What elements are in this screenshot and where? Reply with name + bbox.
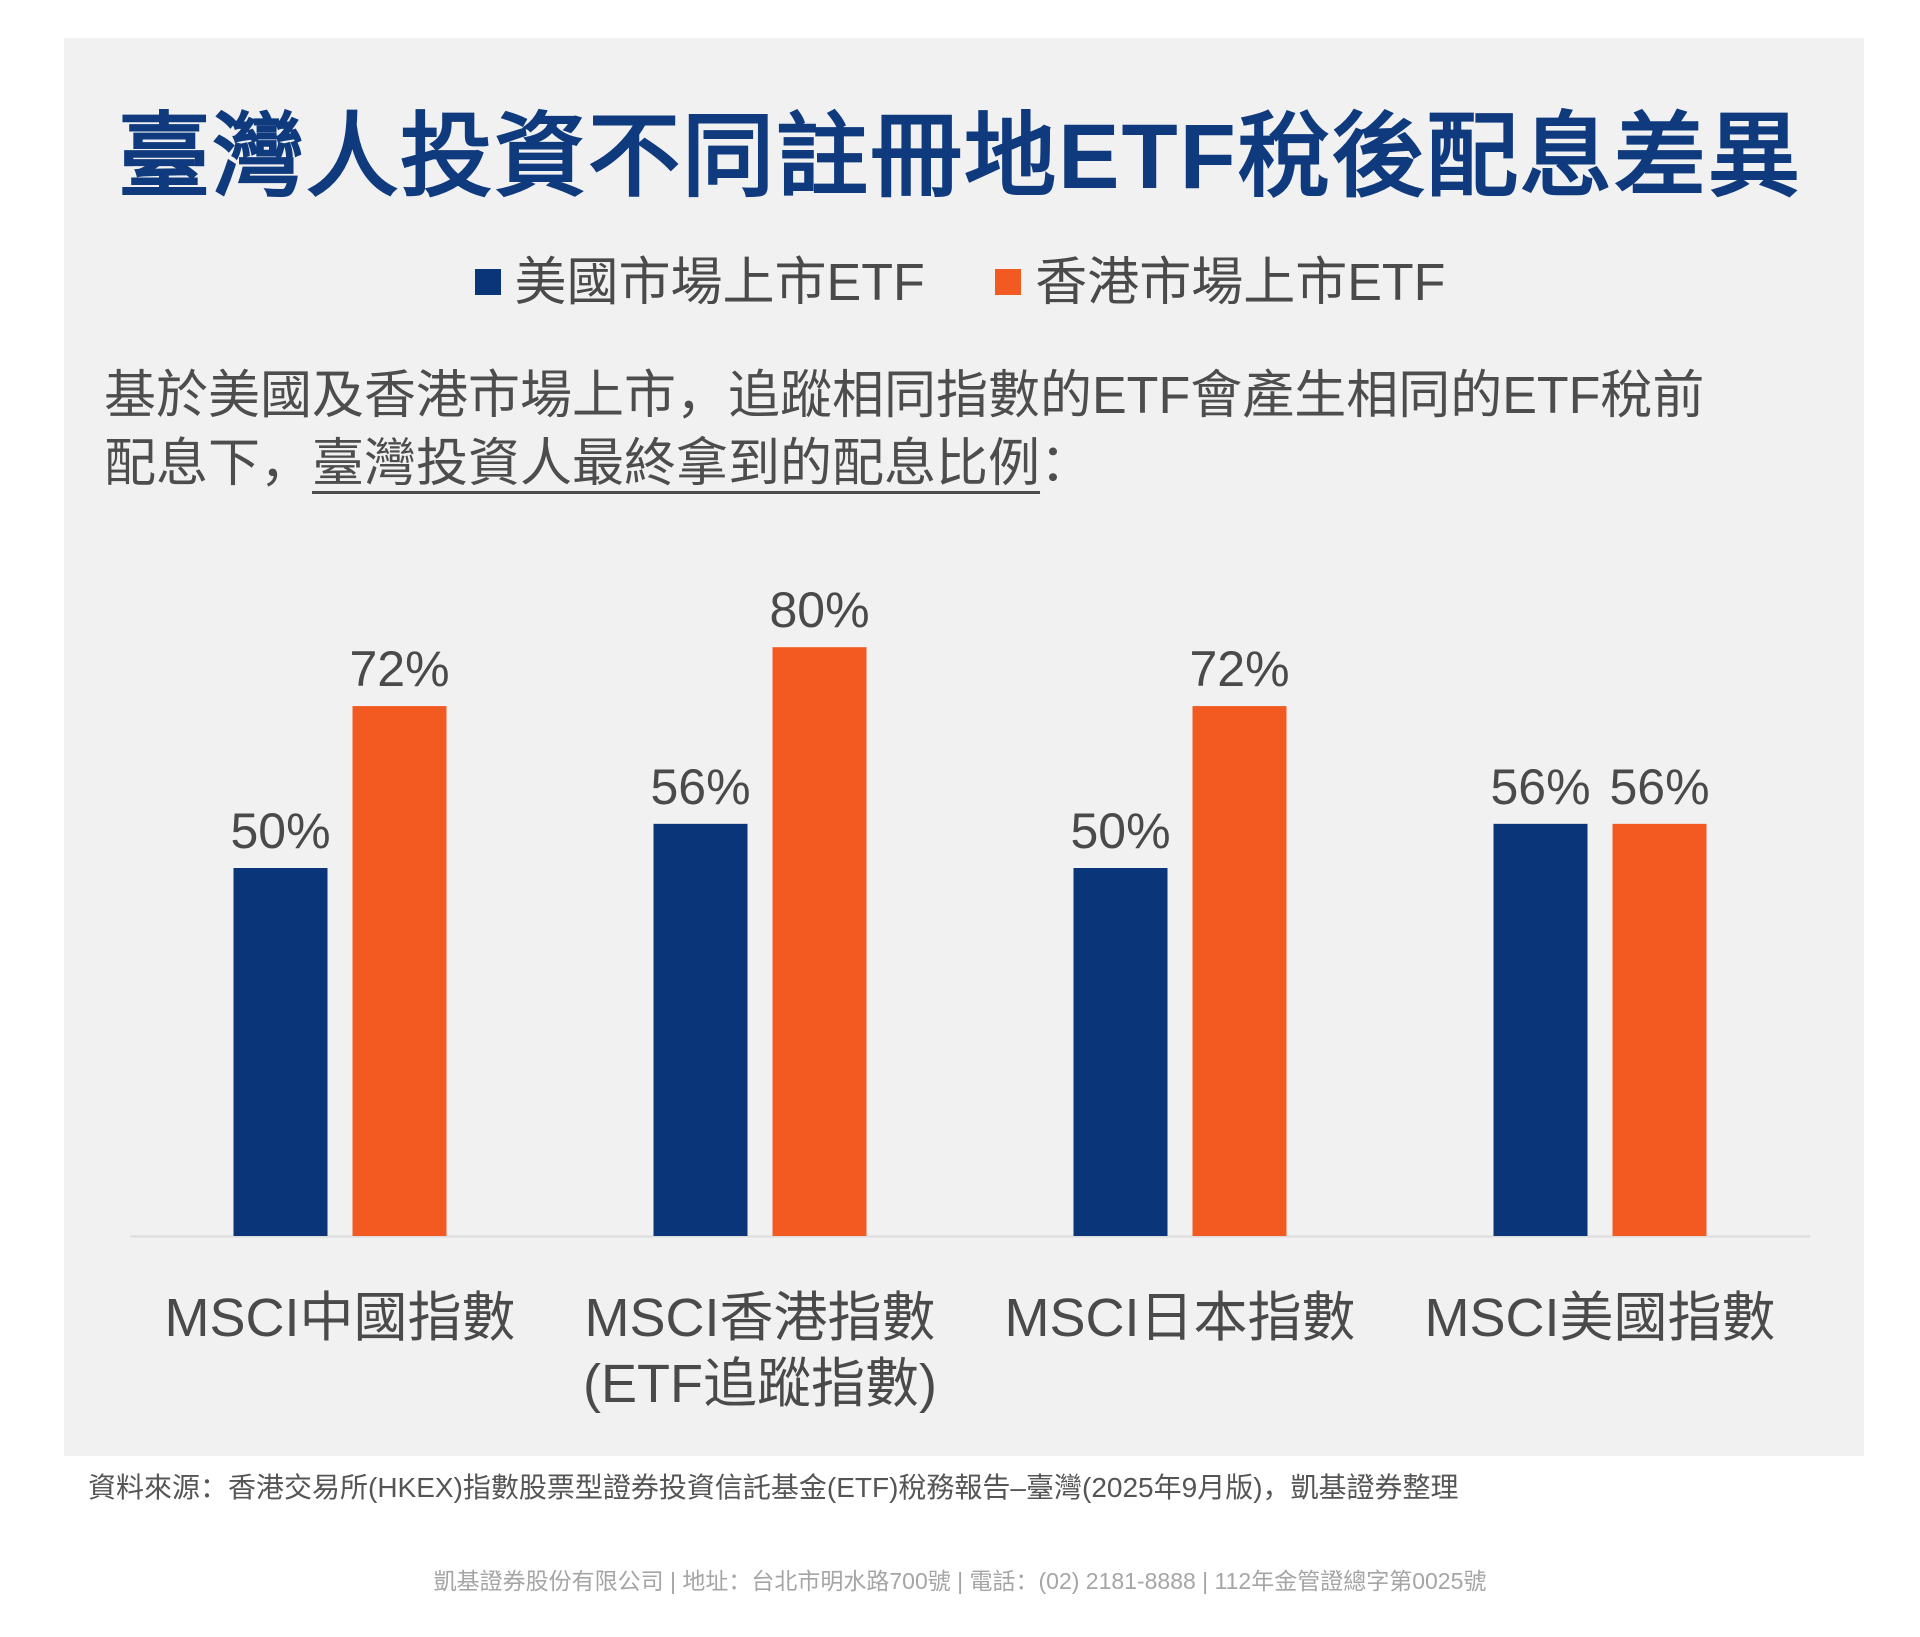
- bar-hk-1: [772, 647, 867, 1236]
- legend-item-us: 美國市場上市ETF: [474, 240, 925, 315]
- description-suffix: ：: [1040, 435, 1093, 493]
- bar-us-3: [1493, 823, 1588, 1236]
- category-label-0: MSCI中國指數: [165, 1288, 516, 1348]
- legend-label-hk: 香港市場上市ETF: [1035, 254, 1446, 312]
- chart-legend: 美國市場上市ETF 香港市場上市ETF: [0, 240, 1920, 315]
- source-note: 資料來源：香港交易所(HKEX)指數股票型證券投資信託基金(ETF)稅務報告–臺…: [88, 1472, 1459, 1503]
- category-label-1-line-2: (ETF追蹤指數): [583, 1354, 937, 1414]
- legend-swatch-hk: [995, 269, 1022, 296]
- legend-item-hk: 香港市場上市ETF: [995, 240, 1445, 315]
- bar-us-1: [653, 823, 748, 1236]
- legend-swatch-us: [474, 269, 501, 296]
- bar-us-2: [1073, 868, 1168, 1236]
- data-label-hk-3: 56%: [1609, 759, 1709, 815]
- bar-us-0: [233, 868, 328, 1236]
- data-label-us-2: 50%: [1070, 803, 1170, 859]
- category-label-2: MSCI日本指數: [1005, 1288, 1356, 1348]
- bar-hk-2: [1192, 706, 1287, 1236]
- bar-hk-0: [352, 706, 447, 1236]
- data-label-us-1: 56%: [650, 759, 750, 815]
- data-label-hk-1: 80%: [769, 582, 869, 638]
- bar-hk-3: [1612, 823, 1707, 1236]
- footer: 凱基證券股份有限公司 | 地址：台北市明水路700號 | 電話：(02) 218…: [433, 1568, 1487, 1594]
- description-prefix: 配息下，: [104, 435, 313, 493]
- chart-description: 基於美國及香港市場上市，追蹤相同指數的ETF會產生相同的ETF稅前 配息下，臺灣…: [104, 362, 1824, 498]
- data-label-us-0: 50%: [230, 803, 330, 859]
- data-label-hk-2: 72%: [1189, 641, 1289, 697]
- legend-label-us: 美國市場上市ETF: [514, 254, 925, 312]
- description-highlight: 臺灣投資人最終拿到的配息比例: [312, 435, 1041, 493]
- data-label-us-3: 56%: [1490, 759, 1590, 815]
- description-line-1: 基於美國及香港市場上市，追蹤相同指數的ETF會產生相同的ETF稅前: [104, 367, 1705, 425]
- data-label-hk-0: 72%: [349, 641, 449, 697]
- category-label-3: MSCI美國指數: [1425, 1288, 1776, 1348]
- chart-title: 臺灣人投資不同註冊地ETF稅後配息差異: [118, 106, 1802, 208]
- description-line-2: 配息下，臺灣投資人最終拿到的配息比例：: [104, 430, 1824, 498]
- category-label-1: MSCI香港指數: [585, 1288, 936, 1348]
